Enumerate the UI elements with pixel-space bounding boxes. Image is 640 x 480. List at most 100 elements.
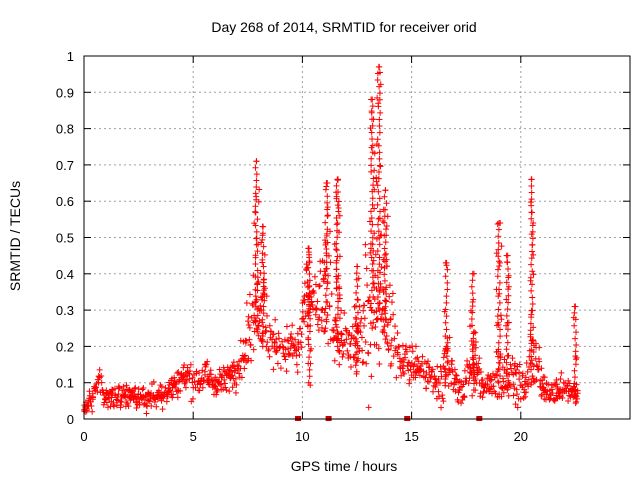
data-point <box>381 323 388 330</box>
data-point <box>375 100 382 107</box>
data-point <box>400 362 407 369</box>
data-point <box>119 387 126 394</box>
data-point <box>371 205 378 212</box>
y-tick-label: 0.7 <box>56 158 74 173</box>
data-point <box>404 363 411 370</box>
data-point <box>443 259 450 266</box>
data-point <box>452 388 459 395</box>
data-point <box>336 315 343 322</box>
data-point <box>306 270 313 277</box>
data-point <box>382 336 389 343</box>
data-point <box>362 241 369 248</box>
data-point <box>312 311 319 318</box>
data-point <box>378 263 385 270</box>
data-point <box>374 77 381 84</box>
data-point <box>469 348 476 355</box>
data-point <box>383 263 390 270</box>
data-point <box>416 365 423 372</box>
data-point <box>383 284 390 291</box>
data-point <box>382 250 389 257</box>
data-point <box>199 367 206 374</box>
data-point <box>385 347 392 354</box>
data-point <box>344 347 351 354</box>
data-point <box>389 290 396 297</box>
data-point <box>306 366 313 373</box>
data-point <box>497 326 504 333</box>
data-point <box>321 309 328 316</box>
data-point <box>503 346 510 353</box>
data-point <box>257 269 264 276</box>
data-point <box>376 241 383 248</box>
data-point <box>368 228 375 235</box>
data-point <box>435 376 442 383</box>
data-point <box>347 340 354 347</box>
data-point <box>277 343 284 350</box>
data-point <box>110 399 117 406</box>
data-point <box>265 346 272 353</box>
data-point <box>469 290 476 297</box>
data-point <box>301 318 308 325</box>
data-point <box>98 379 105 386</box>
data-point <box>444 359 451 366</box>
data-point <box>530 363 537 370</box>
data-point <box>504 366 511 373</box>
data-point <box>293 361 300 368</box>
data-point <box>336 361 343 368</box>
data-point <box>328 290 335 297</box>
data-point <box>403 348 410 355</box>
data-point <box>338 307 345 314</box>
data-point <box>367 249 374 256</box>
data-point <box>341 339 348 346</box>
data-point <box>492 390 499 397</box>
data-point <box>490 370 497 377</box>
data-point <box>333 221 340 228</box>
data-point <box>375 188 382 195</box>
data-point <box>306 254 313 261</box>
data-point <box>280 350 287 357</box>
data-point <box>497 373 504 380</box>
data-point <box>381 271 388 278</box>
data-point <box>316 282 323 289</box>
data-point <box>544 388 551 395</box>
data-point <box>314 298 321 305</box>
data-point <box>503 279 510 286</box>
x-tick-label: 5 <box>190 429 197 444</box>
data-point <box>388 360 395 367</box>
data-point <box>533 376 540 383</box>
data-point <box>208 371 215 378</box>
data-point <box>322 271 329 278</box>
data-point <box>200 376 207 383</box>
x-tick-label: 15 <box>404 429 418 444</box>
data-point <box>382 239 389 246</box>
data-point <box>536 344 543 351</box>
data-point <box>529 307 536 314</box>
data-point <box>435 388 442 395</box>
data-point <box>384 321 391 328</box>
data-point <box>495 359 502 366</box>
data-point <box>256 186 263 193</box>
data-point <box>427 374 434 381</box>
data-point <box>468 307 475 314</box>
data-point <box>253 296 260 303</box>
data-point <box>341 310 348 317</box>
data-point <box>196 369 203 376</box>
data-point <box>383 290 390 297</box>
data-point <box>503 359 510 366</box>
data-point <box>549 390 556 397</box>
data-point <box>356 303 363 310</box>
data-point <box>336 285 343 292</box>
data-point <box>143 402 150 409</box>
data-point <box>226 388 233 395</box>
data-point <box>259 293 266 300</box>
data-point <box>260 323 267 330</box>
data-point <box>495 339 502 346</box>
data-point <box>527 360 534 367</box>
data-point <box>370 257 377 264</box>
data-point <box>503 296 510 303</box>
data-point <box>259 336 266 343</box>
data-point <box>530 349 537 356</box>
y-tick-label: 0.9 <box>56 85 74 100</box>
data-point <box>260 243 267 250</box>
data-point <box>352 335 359 342</box>
data-point <box>377 109 384 116</box>
